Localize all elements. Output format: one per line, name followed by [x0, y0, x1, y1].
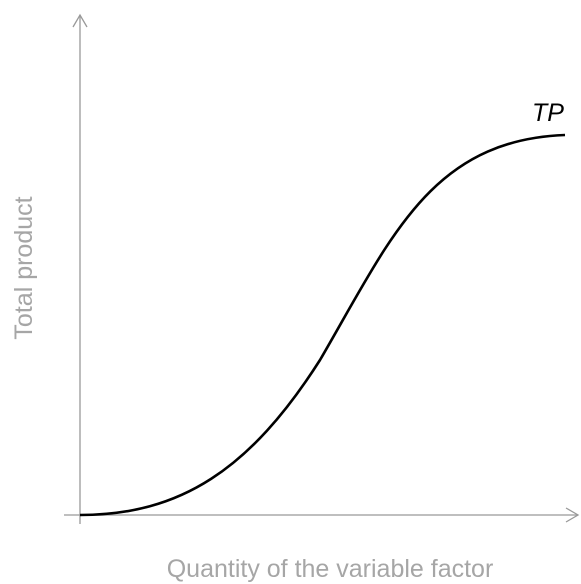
curve-label: TP: [532, 99, 564, 127]
y-axis-arrow: [72, 13, 88, 28]
x-axis-arrow: [565, 507, 580, 523]
y-axis-label: Total product: [10, 196, 38, 339]
x-axis-label: Quantity of the variable factor: [167, 555, 494, 583]
tp-curve: [79, 133, 566, 517]
